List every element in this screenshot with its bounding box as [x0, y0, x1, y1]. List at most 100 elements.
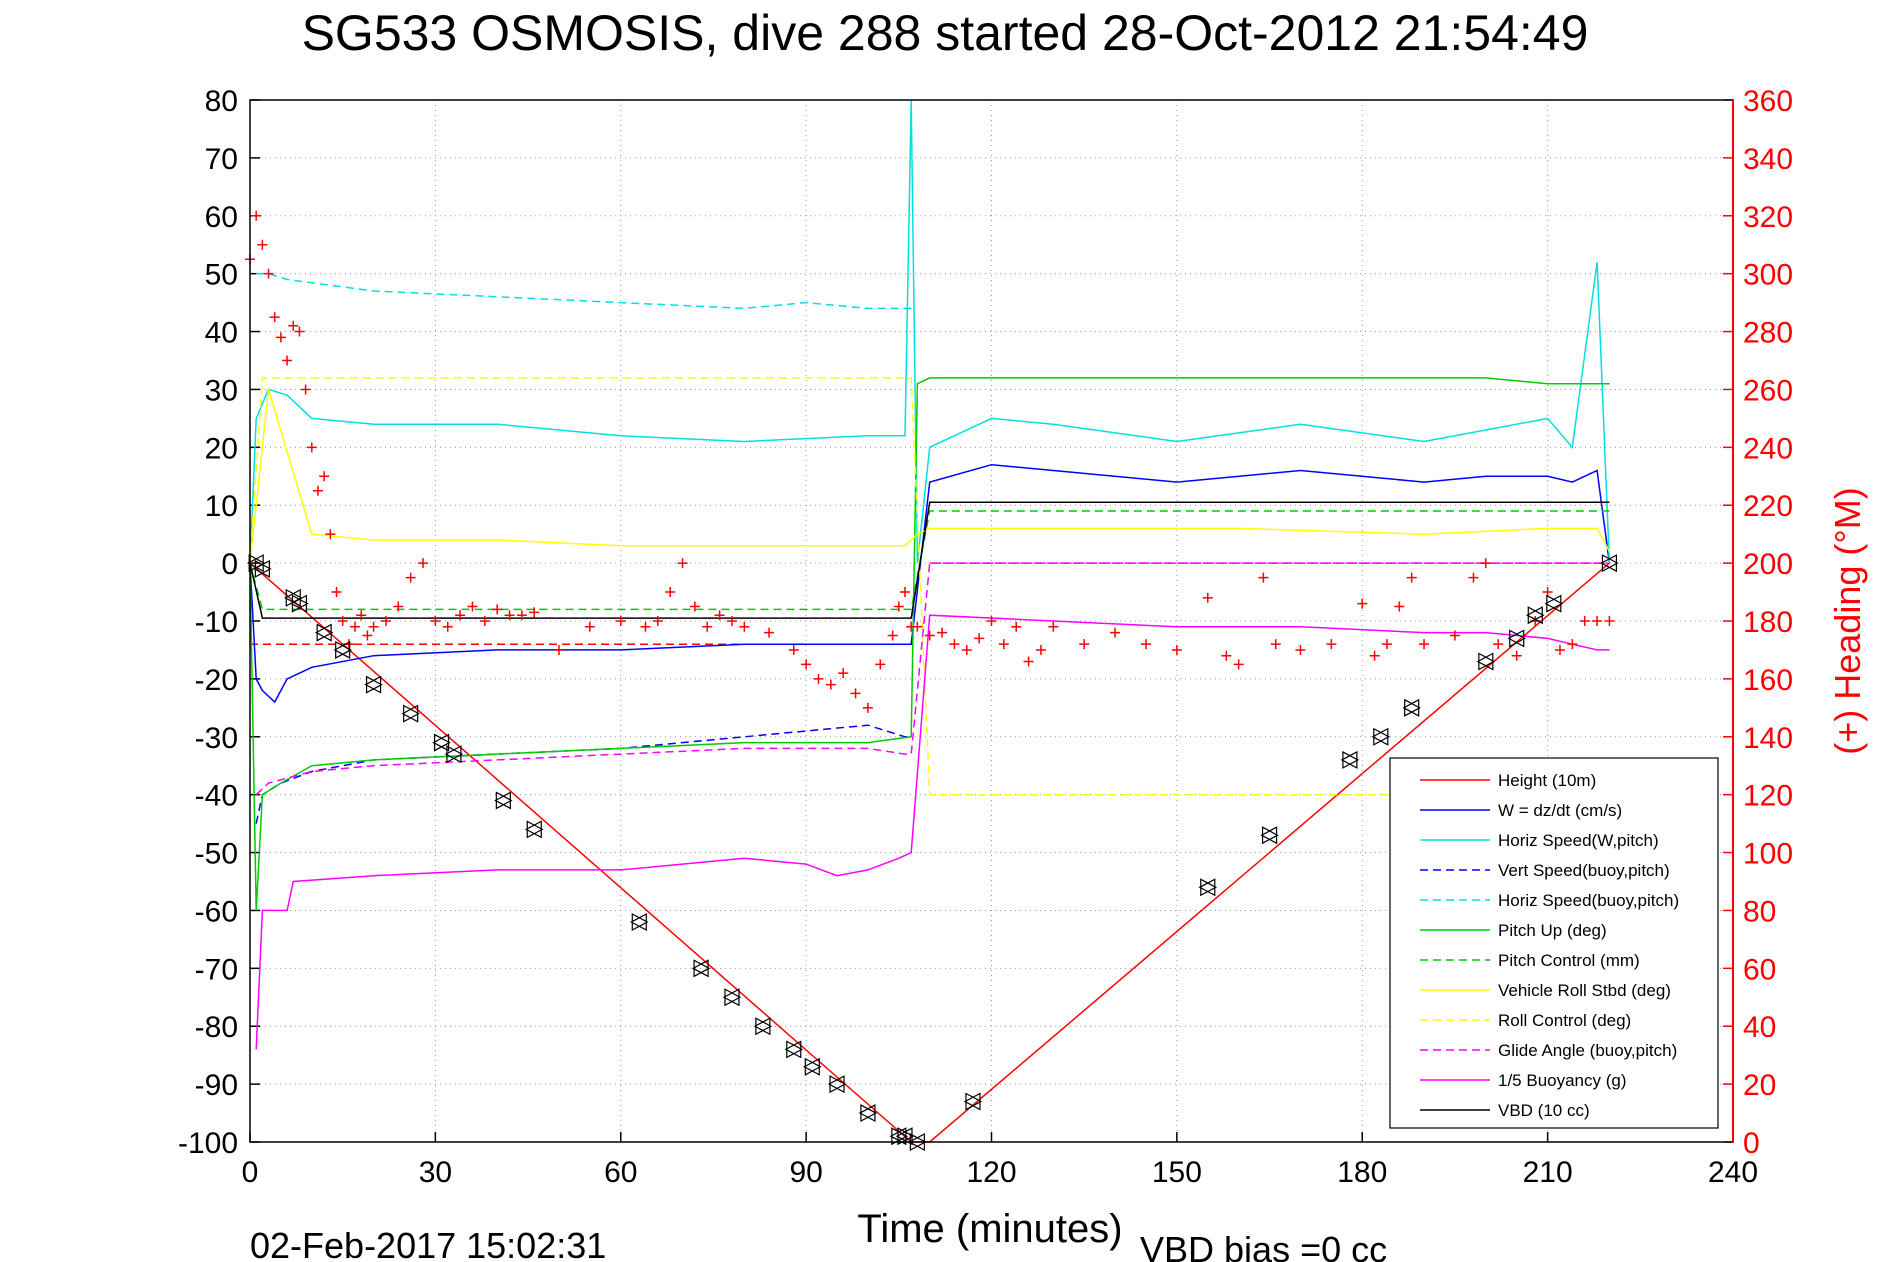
heading-point	[1511, 650, 1522, 661]
heading-point	[1270, 639, 1281, 650]
legend-label: Height (10m)	[1498, 771, 1596, 790]
heading-point	[1048, 621, 1059, 632]
y-tick-label: -30	[195, 722, 238, 755]
depth-marker-back	[290, 594, 308, 613]
depth-marker-back	[784, 1040, 802, 1059]
heading-point	[1023, 656, 1034, 667]
depth-marker-back	[401, 704, 419, 723]
depth-marker-back	[1544, 594, 1562, 613]
y-tick-label: 80	[205, 85, 238, 118]
heading-point	[251, 210, 262, 221]
heading-point	[1542, 587, 1553, 598]
depth-marker-back	[1525, 606, 1543, 625]
y2-tick-label: 340	[1743, 143, 1793, 176]
heading-point	[801, 659, 812, 670]
heading-point	[1369, 650, 1380, 661]
footer-vbd-bias: VBD bias =0 cc	[1140, 1229, 1387, 1262]
heading-point	[312, 485, 323, 496]
y-tick-label: 20	[205, 432, 238, 465]
heading-point	[331, 587, 342, 598]
heading-point	[368, 621, 379, 632]
y2-tick-label: 60	[1743, 953, 1776, 986]
series-line-8	[249, 377, 1610, 796]
legend-label: Pitch Up (deg)	[1498, 921, 1607, 940]
depth-marker-back	[1476, 652, 1494, 671]
depth-markers	[246, 554, 1619, 1151]
legend-label: Horiz Speed(W,pitch)	[1498, 831, 1659, 850]
y2-tick-label: 240	[1743, 432, 1793, 465]
y2-tick-label: 20	[1743, 1069, 1776, 1102]
heading-point	[1221, 650, 1232, 661]
depth-marker-back	[364, 675, 382, 694]
heading-point	[615, 616, 626, 626]
series-line-7	[249, 389, 1611, 564]
series-group	[249, 99, 1611, 1143]
heading-point	[764, 627, 775, 638]
heading-point	[319, 471, 330, 482]
depth-marker-back	[803, 1057, 820, 1076]
y-tick-label: -100	[178, 1127, 238, 1160]
depth-marker	[1509, 629, 1527, 648]
heading-point	[306, 442, 317, 453]
heading-point	[1202, 592, 1213, 603]
series-line-2	[249, 99, 1611, 564]
heading-point	[1381, 639, 1392, 650]
y2-tick-label: 280	[1743, 317, 1793, 350]
y-tick-label: 40	[205, 317, 238, 350]
y-tick-label: -80	[195, 1011, 238, 1044]
heading-point	[1406, 572, 1417, 583]
y2-tick-label: 220	[1743, 490, 1793, 523]
heading-point	[455, 610, 466, 621]
heading-point	[1493, 639, 1504, 650]
y2-tick-label: 100	[1743, 838, 1793, 871]
heading-point	[1554, 644, 1565, 655]
y2-tick-label: 80	[1743, 895, 1776, 928]
x-tick-label: 120	[966, 1156, 1016, 1189]
heading-point	[356, 610, 367, 621]
heading-point	[875, 659, 886, 670]
heading-point	[275, 332, 286, 343]
y-tick-label: 50	[205, 259, 238, 292]
legend-label: 1/5 Buoyancy (g)	[1498, 1071, 1627, 1090]
heading-point	[325, 529, 336, 540]
heading-points	[245, 210, 1615, 713]
heading-point	[986, 616, 997, 626]
heading-point	[714, 610, 725, 621]
depth-marker-back	[691, 959, 709, 978]
series-line-6	[249, 510, 1610, 611]
y-tick-label: -70	[195, 953, 238, 986]
heading-point	[893, 601, 904, 612]
depth-marker-back	[1507, 629, 1525, 648]
y-tick-label: 10	[205, 490, 238, 523]
depth-marker-back	[963, 1092, 981, 1111]
y-tick-label: -10	[195, 606, 238, 639]
depth-marker	[526, 820, 544, 839]
x-tick-label: 0	[242, 1156, 259, 1189]
depth-marker	[860, 1104, 878, 1123]
x-axis-label: Time (minutes)	[857, 1207, 1122, 1251]
heading-point	[1079, 639, 1090, 650]
depth-marker	[1373, 727, 1391, 746]
y2-tick-label: 120	[1743, 780, 1793, 813]
heading-point	[492, 604, 503, 615]
heading-point	[1326, 639, 1337, 650]
depth-marker-back	[494, 791, 511, 810]
heading-point	[1295, 644, 1306, 655]
heading-point	[640, 621, 651, 632]
depth-marker	[1200, 878, 1218, 897]
y2-tick-label: 200	[1743, 548, 1793, 581]
series-line-1	[249, 463, 1611, 704]
depth-marker-back	[1402, 698, 1420, 717]
footer-timestamp: 02-Feb-2017 15:02:31	[250, 1225, 606, 1262]
x-axis-ticks: 0 30 60 90 120 150 180 210 240	[242, 1132, 1758, 1189]
y2-tick-label: 360	[1743, 85, 1793, 118]
heading-point	[418, 558, 429, 569]
heading-point	[529, 607, 540, 618]
y-axis-left-ticks: 80 70 60 50 40 30 20 10 0 -10 -20 -30 -40 -50 -60 -70 -8…	[178, 85, 260, 1160]
series-line-10	[255, 614, 1610, 1050]
legend-label: VBD (10 cc)	[1498, 1101, 1590, 1120]
series-line-4	[256, 272, 912, 310]
x-tick-label: 60	[604, 1156, 637, 1189]
heading-point	[1567, 639, 1578, 650]
